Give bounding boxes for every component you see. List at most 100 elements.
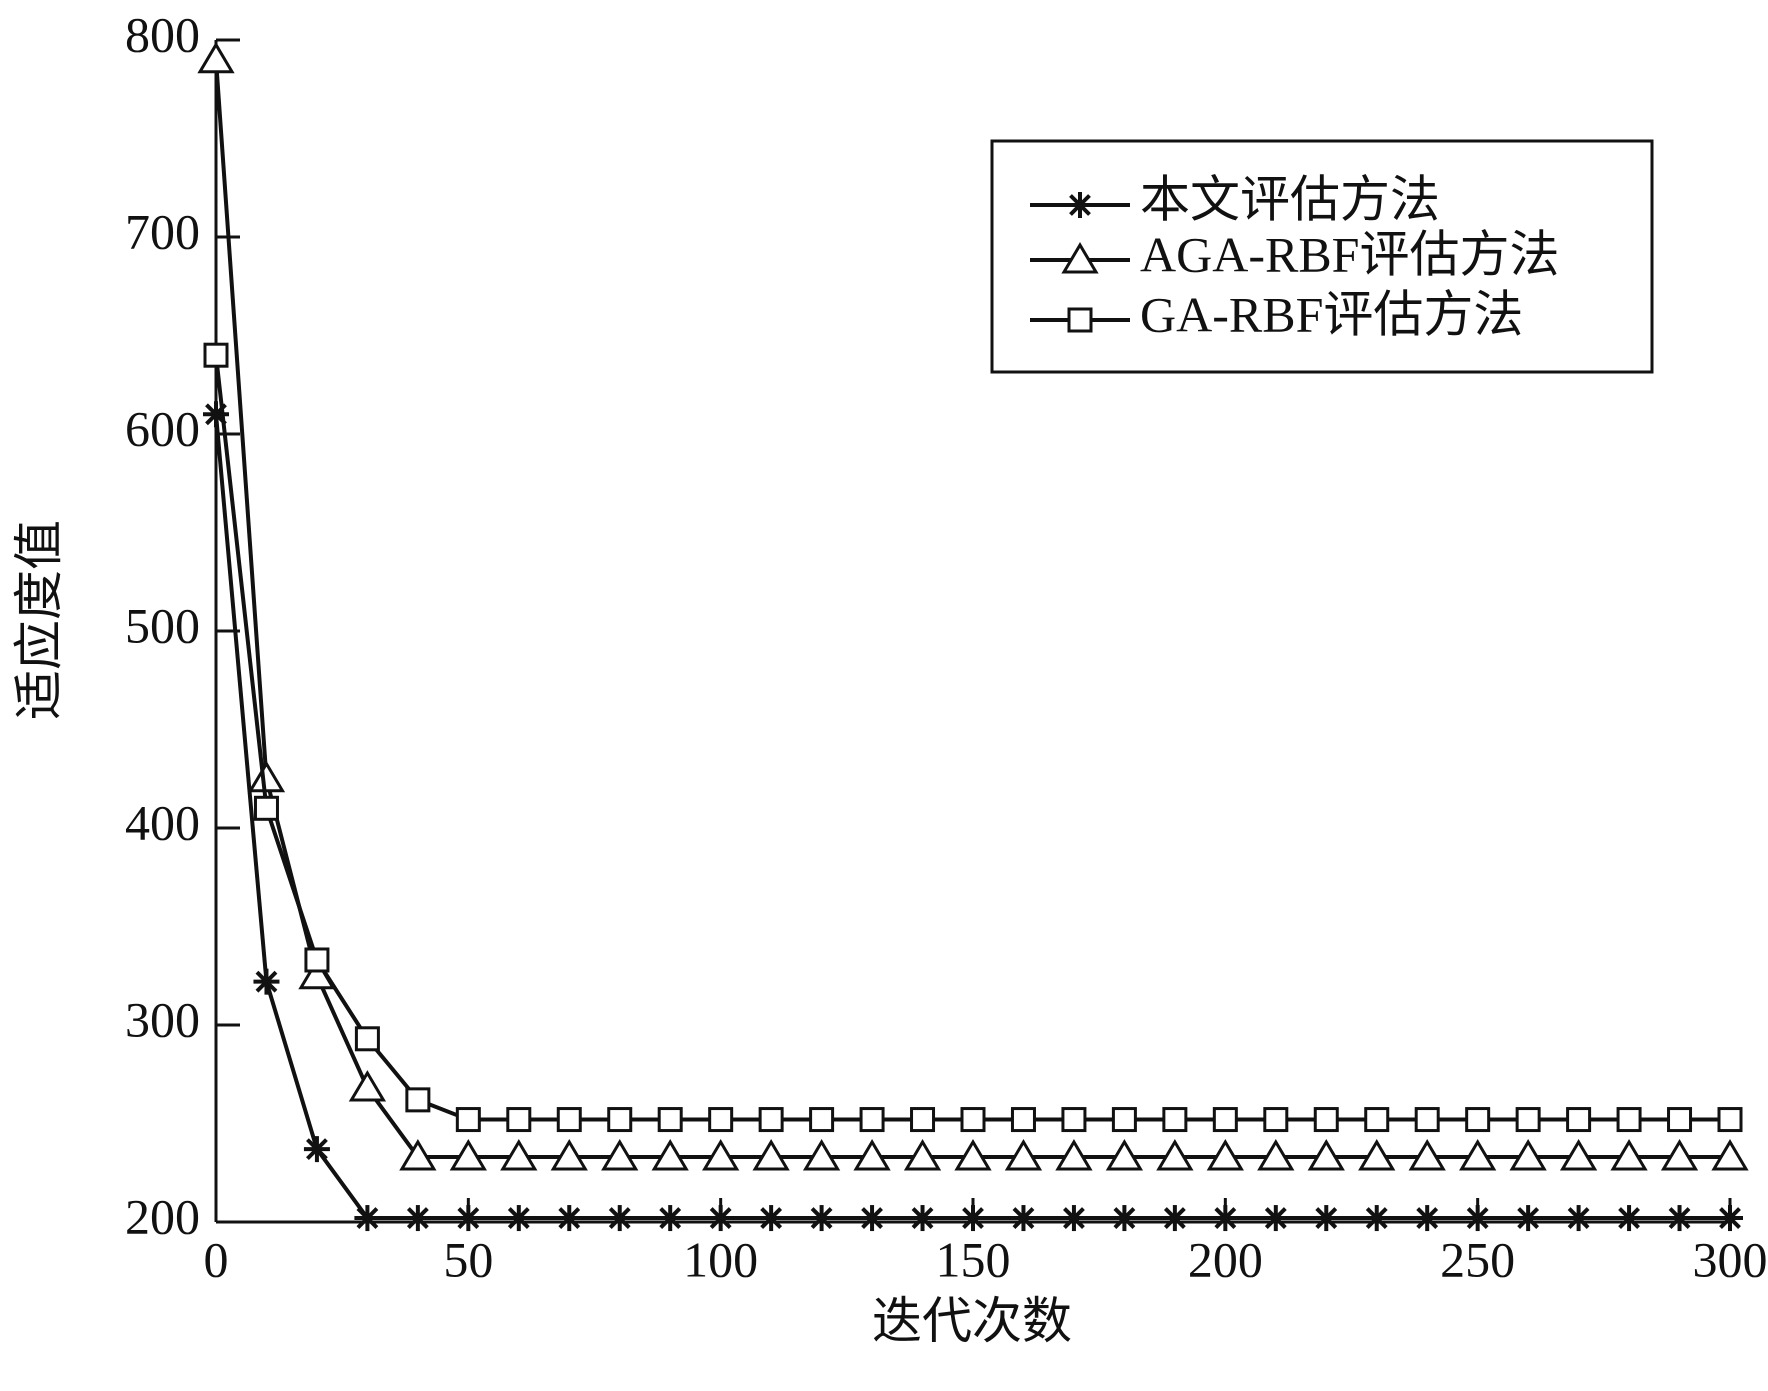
asterisk-marker: [505, 1205, 532, 1232]
triangle-marker: [1061, 242, 1099, 274]
x-tick-label: 100: [683, 1231, 758, 1287]
triangle-marker: [1660, 1139, 1699, 1171]
square-marker: [1263, 1107, 1289, 1133]
square-marker: [1667, 1107, 1693, 1133]
legend-entry: 本文评估方法: [1030, 171, 1440, 227]
triangle-marker: [348, 1070, 387, 1102]
triangle-marker: [449, 1139, 487, 1171]
triangle-marker: [1711, 1139, 1749, 1171]
asterisk-marker: [1616, 1205, 1643, 1232]
asterisk-marker: [909, 1205, 936, 1232]
square-marker: [1111, 1107, 1137, 1133]
triangle-marker: [853, 1139, 891, 1171]
square-marker: [304, 947, 330, 973]
triangle-marker: [651, 1139, 689, 1171]
square-marker: [506, 1107, 532, 1133]
triangle-marker: [802, 1139, 841, 1171]
asterisk-marker: [606, 1205, 633, 1232]
asterisk-marker: [1111, 1205, 1138, 1232]
asterisk-marker: [707, 1205, 734, 1232]
y-tick-label: 200: [125, 1188, 200, 1244]
x-tick-label: 300: [1693, 1231, 1768, 1287]
triangle-marker: [399, 1139, 437, 1171]
square-marker: [1067, 307, 1093, 333]
series-3: [203, 342, 1743, 1133]
x-axis-title: 迭代次数: [872, 1293, 1072, 1349]
square-marker: [1616, 1107, 1642, 1133]
triangle-marker: [1307, 1139, 1345, 1171]
asterisk-marker: [960, 1205, 986, 1232]
square-marker: [556, 1107, 582, 1133]
asterisk-marker: [253, 968, 280, 995]
series-1: [203, 401, 1743, 1232]
asterisk-marker: [758, 1205, 785, 1232]
triangle-marker: [954, 1139, 992, 1171]
legend-box: [990, 139, 1654, 374]
triangle-marker: [1055, 1139, 1093, 1171]
asterisk-marker: [808, 1205, 835, 1232]
triangle-marker: [601, 1139, 639, 1171]
asterisk-marker: [1161, 1205, 1188, 1232]
series-layer: [197, 41, 1749, 1232]
asterisk-marker: [657, 1205, 684, 1232]
asterisk-marker: [1212, 1205, 1239, 1232]
x-tick-group: 0 50 100 150 200 250 300: [204, 1198, 1768, 1287]
square-marker: [758, 1107, 784, 1133]
square-marker: [405, 1087, 431, 1113]
x-tick-label: 250: [1440, 1231, 1515, 1287]
y-tick-group: 200 300 400 500 600 700 800: [125, 6, 240, 1244]
triangle-marker: [1156, 1139, 1194, 1171]
asterisk-marker: [859, 1205, 886, 1232]
triangle-marker: [1408, 1139, 1446, 1171]
asterisk-marker: [1666, 1205, 1693, 1232]
square-marker: [1364, 1107, 1390, 1133]
triangle-marker: [1004, 1139, 1043, 1171]
square-marker: [1566, 1107, 1592, 1133]
x-tick-label: 150: [936, 1231, 1011, 1287]
square-marker: [708, 1107, 734, 1133]
asterisk-marker: [455, 1205, 482, 1232]
asterisk-marker: [1067, 192, 1093, 218]
asterisk-marker: [1464, 1205, 1491, 1232]
asterisk-marker: [1060, 1205, 1087, 1232]
triangle-marker: [903, 1139, 942, 1171]
square-marker: [1465, 1107, 1491, 1133]
triangle-marker: [550, 1139, 588, 1171]
x-tick-label: 200: [1188, 1231, 1263, 1287]
y-axis-title: 适应度值: [11, 520, 67, 720]
y-tick-label: 600: [125, 400, 200, 456]
asterisk-marker: [1717, 1205, 1743, 1232]
square-marker: [203, 342, 229, 368]
triangle-marker: [1358, 1139, 1396, 1171]
y-tick-label: 800: [125, 6, 200, 62]
triangle-marker: [1257, 1139, 1295, 1171]
triangle-marker: [500, 1139, 538, 1171]
y-tick-label: 300: [125, 991, 200, 1047]
square-marker: [1061, 1107, 1087, 1133]
asterisk-marker: [1515, 1205, 1542, 1232]
square-marker: [253, 795, 279, 821]
triangle-marker: [1559, 1139, 1598, 1171]
asterisk-marker: [1262, 1205, 1289, 1232]
square-marker: [1162, 1107, 1188, 1133]
legend-entry: GA-RBF评估方法: [1030, 286, 1523, 342]
triangle-marker: [1509, 1139, 1547, 1171]
x-tick-label: 0: [204, 1231, 229, 1287]
triangle-marker: [1105, 1139, 1144, 1171]
legend-label: GA-RBF评估方法: [1140, 286, 1523, 342]
triangle-marker: [1610, 1139, 1648, 1171]
legend-label: AGA-RBF评估方法: [1140, 226, 1559, 282]
series-2: [197, 41, 1749, 1171]
asterisk-marker: [404, 1205, 431, 1232]
square-marker: [1313, 1107, 1339, 1133]
asterisk-marker: [1565, 1205, 1592, 1232]
square-marker: [455, 1107, 481, 1133]
x-tick-label: 50: [443, 1231, 493, 1287]
square-marker: [859, 1107, 885, 1133]
square-marker: [354, 1026, 380, 1052]
square-marker: [1010, 1107, 1036, 1133]
asterisk-marker: [303, 1136, 330, 1163]
